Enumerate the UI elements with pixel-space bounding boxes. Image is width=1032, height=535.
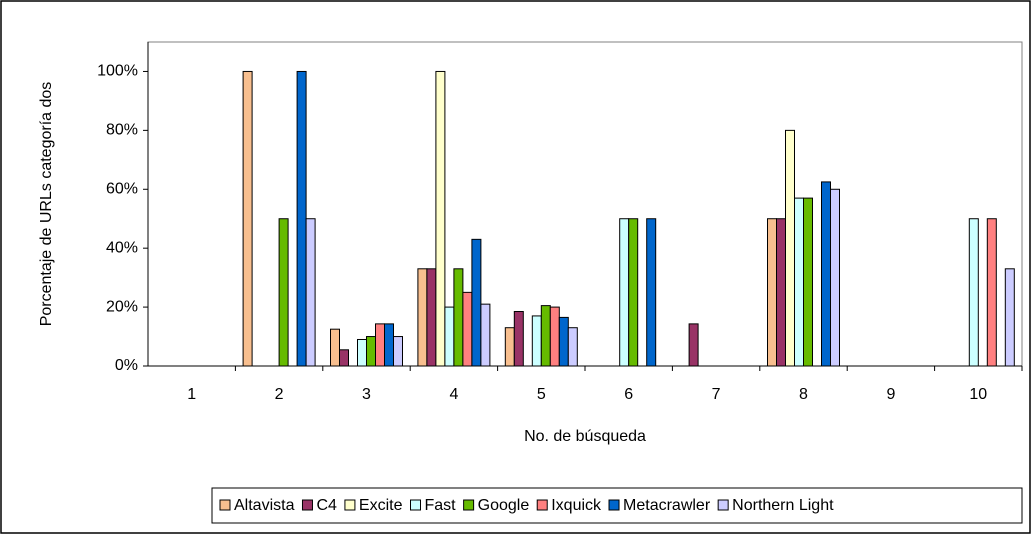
bar [375,323,385,367]
bar [242,70,253,367]
bar [278,218,289,367]
legend-swatch [463,499,475,511]
bar [357,338,367,367]
x-tick-label: 8 [799,386,808,403]
x-tick-label: 9 [886,386,895,403]
bar [513,311,524,367]
x-tick-label: 7 [712,386,721,403]
x-tick-label: 3 [362,386,371,403]
legend-label: Northern Light [732,497,834,514]
bar [567,327,578,367]
y-tick-label: 60% [106,180,138,197]
bar [296,70,307,367]
bar [968,218,979,367]
x-tick-label: 1 [187,386,196,403]
bar [803,197,813,367]
bar [504,327,515,367]
y-tick-label: 20% [106,298,138,315]
legend-label: Google [478,497,530,514]
bar [821,181,831,367]
legend-swatch [301,499,313,511]
legend-label: Excite [359,497,403,514]
bar [776,218,786,367]
bar [444,306,455,367]
y-tick-label: 100% [97,63,138,80]
bar [531,315,542,367]
legend-label: Fast [425,497,457,514]
bar [417,268,428,367]
bar [330,328,340,367]
bar [986,218,997,367]
bar [558,316,569,367]
x-tick-label: 2 [275,386,284,403]
bar [628,218,639,367]
bar [646,218,657,367]
bar [794,197,804,367]
bar [339,349,349,367]
x-tick-label: 6 [624,386,633,403]
legend-label: Metacrawler [623,497,711,514]
legend-label: Ixquick [551,497,602,514]
legend-swatch [219,499,231,511]
bar [393,336,403,367]
bar [471,238,482,367]
x-tick-label: 5 [537,386,546,403]
bar [384,323,394,367]
legend-swatch [410,499,421,511]
legend-swatch [608,499,620,511]
y-tick-label: 0% [115,357,138,374]
x-axis-title: No. de búsqueda [524,428,646,445]
bar [480,303,491,367]
bar [426,268,437,367]
bar [305,218,316,367]
y-tick-label: 80% [106,122,138,139]
bar [549,306,560,367]
bar [435,70,446,367]
bar [688,323,699,367]
bar [619,218,630,367]
legend-swatch [717,499,729,511]
legend-label: C4 [316,497,337,514]
x-tick-label: 10 [969,386,987,403]
bar [540,305,551,367]
legend-swatch [344,499,356,511]
y-axis-title: Porcentaje de URLs categoría dos [38,82,55,327]
bar [453,268,464,367]
bar [785,129,795,367]
legend-swatch [536,499,548,511]
bar [366,336,376,367]
bar [1004,268,1015,367]
x-tick-label: 4 [449,386,458,403]
y-tick-label: 40% [106,239,138,256]
bar [462,291,473,367]
bar [830,188,840,367]
bar [767,218,777,367]
legend-label: Altavista [234,497,295,514]
